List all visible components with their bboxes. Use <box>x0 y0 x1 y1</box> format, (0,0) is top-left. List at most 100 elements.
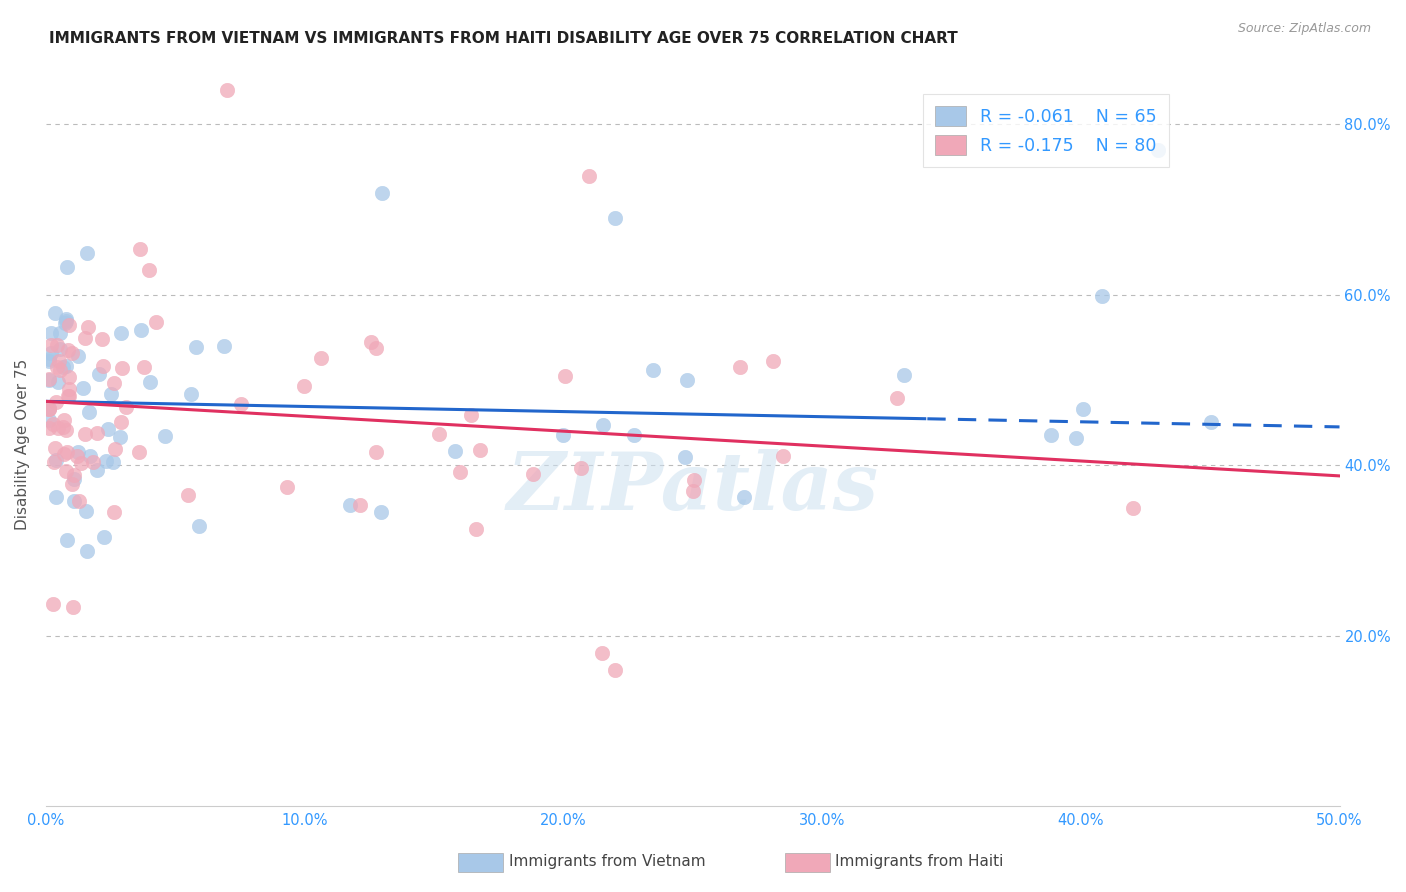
Point <box>58 382 80 396</box>
Point <box>44 306 66 320</box>
Point <box>103 505 125 519</box>
Point <box>339 498 361 512</box>
Text: Source: ZipAtlas.com: Source: ZipAtlas.com <box>1237 22 1371 36</box>
Point <box>1073 401 1095 416</box>
Point <box>110 326 132 341</box>
Point <box>370 505 392 519</box>
Point <box>67 494 90 508</box>
Point <box>60 346 83 360</box>
Point <box>276 480 298 494</box>
Point <box>522 467 544 481</box>
Point <box>38 353 60 368</box>
Y-axis label: Disability Age Over 75: Disability Age Over 75 <box>15 359 30 530</box>
Point <box>38 352 60 367</box>
Point <box>180 386 202 401</box>
Point <box>63 472 86 486</box>
Point <box>66 445 89 459</box>
Point <box>103 442 125 456</box>
Point <box>893 368 915 383</box>
Point <box>578 169 600 183</box>
Point <box>45 360 67 375</box>
Point <box>87 368 110 382</box>
Point <box>53 447 76 461</box>
Point <box>38 402 60 417</box>
Point <box>1091 289 1114 303</box>
Point <box>623 427 645 442</box>
Point <box>176 488 198 502</box>
Point <box>53 316 76 330</box>
Point <box>73 331 96 345</box>
Point <box>63 494 86 508</box>
Point <box>42 597 65 611</box>
Point <box>591 646 613 660</box>
Point <box>56 445 79 459</box>
Point <box>86 426 108 441</box>
Point <box>42 417 65 432</box>
Point <box>683 473 706 487</box>
Point <box>128 444 150 458</box>
Point <box>82 455 104 469</box>
Point <box>231 397 253 411</box>
Point <box>44 442 66 456</box>
Point <box>62 467 84 482</box>
Point <box>762 354 785 368</box>
Point <box>66 349 89 363</box>
Point <box>569 461 592 475</box>
Point <box>1064 431 1087 445</box>
Point <box>60 476 83 491</box>
Point <box>45 491 67 505</box>
Point <box>100 387 122 401</box>
Point <box>115 400 138 414</box>
Text: ZIPatlas: ZIPatlas <box>506 449 879 526</box>
Point <box>56 533 79 548</box>
Point <box>53 413 76 427</box>
Point <box>132 360 155 375</box>
Point <box>360 335 382 350</box>
Point <box>153 429 176 443</box>
Point <box>772 449 794 463</box>
Point <box>76 543 98 558</box>
Point <box>111 360 134 375</box>
Point <box>371 186 394 200</box>
Point <box>46 420 69 434</box>
Point <box>72 381 94 395</box>
Point <box>56 343 79 358</box>
Point <box>38 402 60 417</box>
Point <box>62 600 84 615</box>
Point <box>215 83 238 97</box>
Point <box>49 342 72 356</box>
Point <box>682 483 704 498</box>
Point <box>69 457 91 471</box>
Point <box>55 359 77 373</box>
Point <box>101 455 124 469</box>
Point <box>46 338 69 352</box>
Point <box>108 430 131 444</box>
Point <box>641 363 664 377</box>
Point <box>145 315 167 329</box>
Point <box>77 405 100 419</box>
Point <box>449 465 471 479</box>
Legend: R = -0.061    N = 65, R = -0.175    N = 80: R = -0.061 N = 65, R = -0.175 N = 80 <box>924 95 1170 168</box>
Point <box>1147 143 1170 157</box>
Point <box>55 260 77 274</box>
Point <box>76 320 98 334</box>
Point <box>1199 415 1222 429</box>
Point <box>733 491 755 505</box>
Point <box>55 423 77 437</box>
Point <box>188 519 211 533</box>
Point <box>592 417 614 432</box>
Point <box>184 340 207 354</box>
Point <box>58 370 80 384</box>
Point <box>129 323 152 337</box>
Point <box>91 359 114 373</box>
Point <box>97 422 120 436</box>
Point <box>86 463 108 477</box>
Point <box>139 375 162 389</box>
Point <box>55 314 77 328</box>
Point <box>292 378 315 392</box>
Text: Immigrants from Haiti: Immigrants from Haiti <box>835 854 1004 869</box>
Point <box>38 421 60 435</box>
Point <box>49 326 72 340</box>
Point <box>39 346 62 360</box>
Point <box>66 449 89 463</box>
